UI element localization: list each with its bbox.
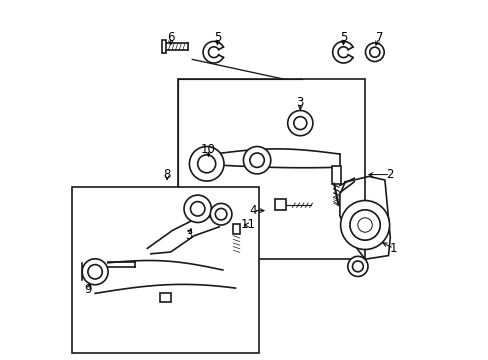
Circle shape [215,208,226,220]
Ellipse shape [88,265,102,279]
Ellipse shape [82,259,108,285]
Circle shape [287,111,312,136]
Text: 1: 1 [389,242,397,255]
Circle shape [347,256,367,276]
Circle shape [197,155,215,173]
Circle shape [365,43,384,62]
Text: 11: 11 [240,219,255,231]
Circle shape [369,47,379,57]
Text: 3: 3 [296,96,304,109]
Circle shape [352,261,363,272]
Bar [162,40,166,53]
Text: 2: 2 [386,168,393,181]
Circle shape [243,147,270,174]
Text: 8: 8 [163,168,170,181]
Circle shape [340,201,389,249]
Text: 4: 4 [249,204,257,217]
Text: 10: 10 [201,143,216,156]
Circle shape [183,195,211,222]
Circle shape [190,202,204,216]
Text: 9: 9 [84,283,91,296]
Bar [331,166,340,184]
Circle shape [210,203,231,225]
Bar [72,187,258,353]
Text: 6: 6 [166,31,174,44]
Bar [178,79,365,259]
Circle shape [349,210,380,240]
Circle shape [349,210,380,240]
Circle shape [249,153,264,167]
Text: 7: 7 [375,31,383,44]
Text: 5: 5 [339,31,346,44]
Bar [232,224,240,234]
Text: 5: 5 [213,31,221,44]
Circle shape [293,117,306,130]
Bar [160,293,170,302]
Bar [275,199,285,210]
Text: 3: 3 [184,229,192,242]
Circle shape [357,218,371,232]
Circle shape [189,147,224,181]
